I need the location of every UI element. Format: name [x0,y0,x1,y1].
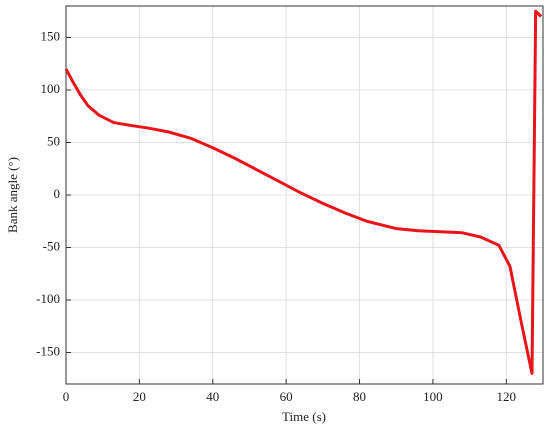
x-tick-label: 0 [63,389,70,404]
y-tick-label: -100 [36,291,60,306]
data-line [64,9,543,375]
y-tick-label: 150 [41,28,61,43]
y-tick-label: 100 [41,81,61,96]
plot-frame [65,5,544,385]
x-tick-label: 120 [497,389,517,404]
y-tick-label: 0 [54,186,61,201]
x-axis-label: Time (s) [282,409,326,424]
x-tick-label: 80 [353,389,366,404]
y-axis-label: Bank angle (°) [5,157,20,233]
x-tick-label: 20 [133,389,146,404]
y-tick-label: 50 [47,133,60,148]
x-tick-label: 100 [423,389,443,404]
x-tick-label: 40 [206,389,219,404]
y-tick-label: -50 [43,238,60,253]
y-tick-label: -150 [36,343,60,358]
x-tick-label: 60 [280,389,293,404]
